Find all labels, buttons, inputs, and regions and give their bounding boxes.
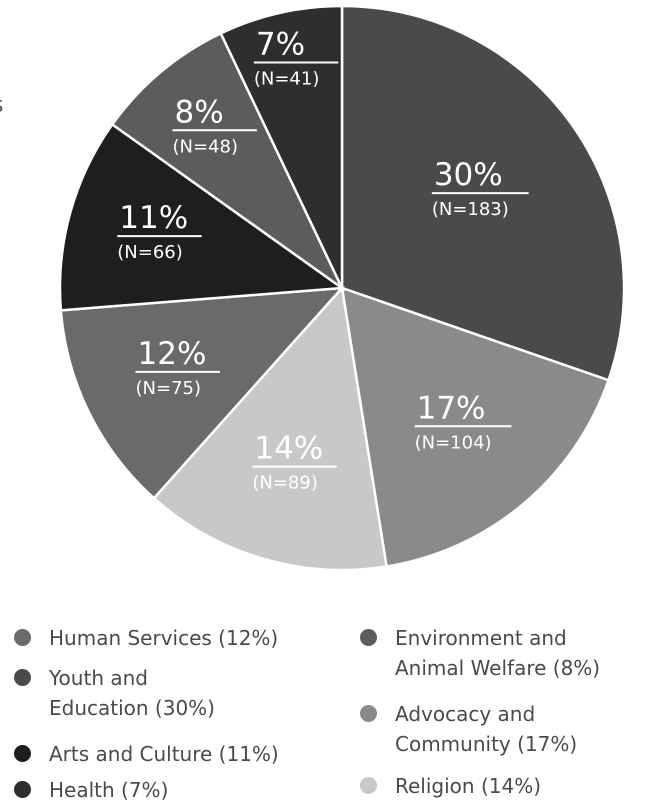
slice-label: 14% (N=89)	[252, 431, 337, 494]
slice-count-label: (N=104)	[415, 432, 492, 453]
slice-percent-label: 8%	[174, 94, 223, 130]
slice-label: 7% (N=41)	[253, 26, 339, 89]
pie-slice-arts-and-culture	[58, 122, 346, 312]
slice-label: 11% (N=66)	[117, 200, 202, 263]
slice-count-label: (N=75)	[136, 378, 202, 399]
slice-count-label: (N=89)	[252, 473, 318, 494]
slice-labels: 30% (N=183) 17% (N=104) 14% (N=89) 12% (N=75) 11…	[117, 26, 529, 494]
slice-count-label: (N=48)	[172, 136, 238, 157]
pie-slice-environment-and-animal-welfare	[110, 31, 346, 292]
slice-count-label: (N=66)	[117, 242, 182, 263]
pie-slice-health	[219, 4, 344, 289]
slice-percent-label: 30%	[434, 157, 503, 193]
pie-slice-religion	[152, 285, 388, 572]
slice-percent-label: 17%	[417, 390, 486, 426]
slice-count-label: (N=183)	[432, 199, 509, 220]
slice-percent-label: 12%	[138, 336, 207, 372]
pie-slice-human-services	[59, 286, 346, 500]
slice-percent-label: 14%	[254, 431, 323, 467]
slice-label: 12% (N=75)	[135, 336, 220, 399]
slice-percent-label: 7%	[256, 26, 305, 62]
slice-label: 30% (N=183)	[431, 157, 529, 220]
slice-label: 17% (N=104)	[414, 390, 512, 453]
slice-count-label: (N=41)	[254, 68, 320, 89]
slice-label: 8% (N=48)	[172, 94, 257, 157]
clipped-text-fragment: s	[0, 93, 3, 118]
slice-percent-label: 11%	[119, 200, 188, 236]
